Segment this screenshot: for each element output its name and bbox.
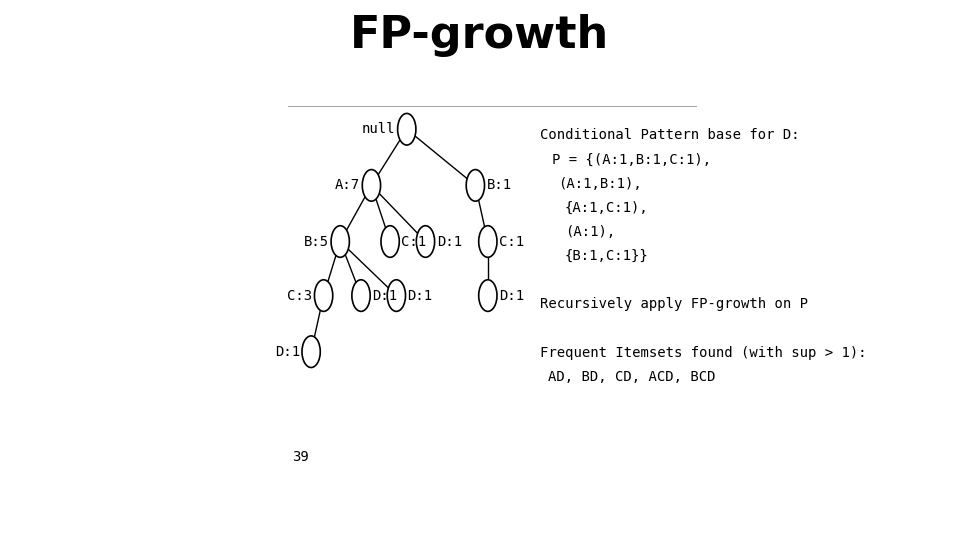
Text: B:5: B:5 (304, 234, 329, 248)
Ellipse shape (302, 336, 321, 368)
Ellipse shape (381, 226, 399, 258)
Text: 39: 39 (293, 450, 309, 464)
Ellipse shape (479, 280, 497, 312)
Ellipse shape (362, 170, 380, 201)
Ellipse shape (315, 280, 333, 312)
Text: (A:1,B:1),: (A:1,B:1), (559, 177, 642, 191)
Text: Recursively apply FP-growth on P: Recursively apply FP-growth on P (540, 298, 807, 311)
Ellipse shape (387, 280, 405, 312)
Ellipse shape (467, 170, 485, 201)
Text: Frequent Itemsets found (with sup > 1):: Frequent Itemsets found (with sup > 1): (540, 346, 867, 360)
Ellipse shape (397, 113, 416, 145)
Text: {A:1,C:1),: {A:1,C:1), (564, 201, 649, 215)
Text: AD, BD, CD, ACD, BCD: AD, BD, CD, ACD, BCD (548, 370, 715, 383)
Ellipse shape (331, 226, 349, 258)
Ellipse shape (417, 226, 435, 258)
Text: (A:1),: (A:1), (564, 225, 615, 239)
Text: {B:1,C:1}}: {B:1,C:1}} (564, 249, 649, 263)
Text: P = {(A:1,B:1,C:1),: P = {(A:1,B:1,C:1), (552, 153, 711, 167)
Text: D:1: D:1 (499, 288, 524, 302)
Text: null: null (362, 122, 396, 136)
Text: C:3: C:3 (287, 288, 312, 302)
Text: FP-growth: FP-growth (350, 14, 610, 57)
Ellipse shape (352, 280, 371, 312)
Text: Conditional Pattern base for D:: Conditional Pattern base for D: (540, 129, 800, 143)
Text: D:1: D:1 (275, 345, 300, 359)
Text: D:1: D:1 (437, 234, 462, 248)
Text: D:1: D:1 (408, 288, 433, 302)
Text: B:1: B:1 (487, 178, 512, 192)
Text: C:1: C:1 (499, 234, 524, 248)
Text: D:1: D:1 (372, 288, 397, 302)
Ellipse shape (479, 226, 497, 258)
Text: A:7: A:7 (335, 178, 360, 192)
Text: C:1: C:1 (401, 234, 426, 248)
